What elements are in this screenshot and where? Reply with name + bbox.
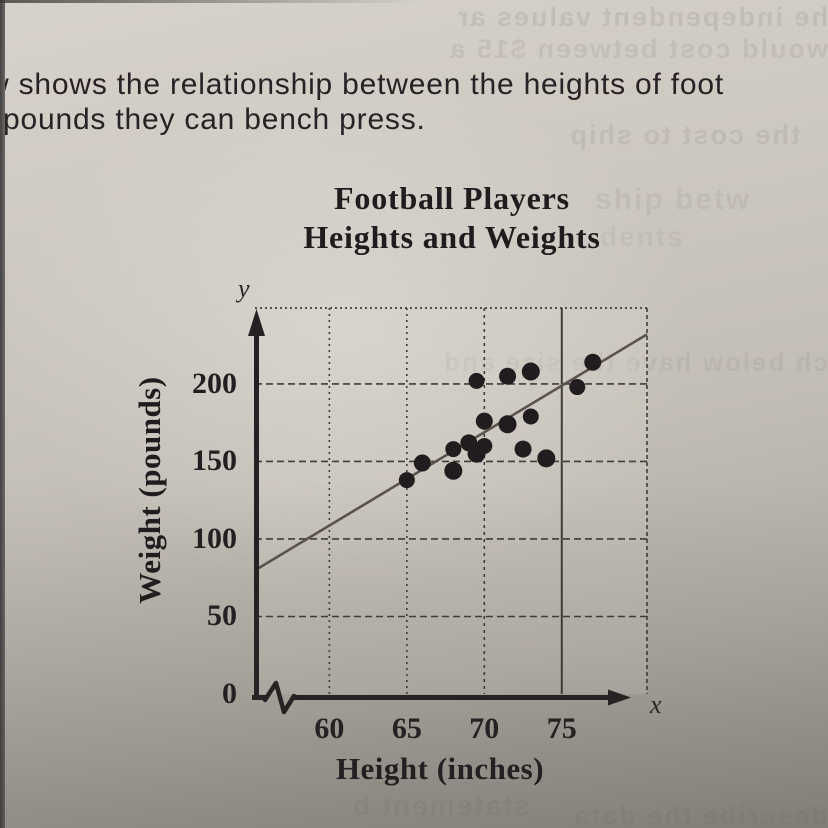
- chart-title: Football Players Heights and Weights: [252, 179, 652, 257]
- bleed-through-text: dents: [600, 221, 820, 253]
- scatter-point: [498, 415, 517, 434]
- scatter-point: [476, 437, 493, 454]
- scatter-point: [522, 408, 539, 425]
- chart-title-line2: Heights and Weights: [252, 218, 652, 257]
- scatter-point: [499, 367, 517, 385]
- scatter-point: [584, 353, 602, 371]
- x-axis-title: Height (inches): [240, 751, 640, 787]
- scatter-point: [514, 440, 532, 458]
- question-text-line1: w shows the relationship between the hei…: [0, 68, 724, 102]
- x-axis-letter: x: [650, 690, 662, 720]
- scatter-point: [475, 412, 493, 430]
- y-tick-label-100: 100: [137, 522, 237, 556]
- scatter-point: [569, 379, 586, 396]
- photo-top-edge: [0, 0, 420, 3]
- y-tick-label-150: 150: [137, 444, 237, 478]
- axis-break-mark: [262, 680, 297, 715]
- bleed-through-text: ship betw: [595, 183, 828, 217]
- x-tick-label-65: 65: [375, 712, 439, 746]
- x-tick-label-75: 75: [530, 712, 594, 746]
- x-axis-arrowhead: [608, 689, 631, 706]
- y-tick-label-50: 50: [137, 599, 237, 633]
- y-tick-label-0: 0: [137, 677, 237, 711]
- chart-title-line1: Football Players: [252, 179, 652, 218]
- scatter-point: [445, 441, 462, 458]
- scatter-point: [468, 372, 485, 389]
- x-tick-label-70: 70: [452, 712, 516, 746]
- scatter-point: [413, 454, 431, 472]
- photo-left-edge: [0, 0, 5, 828]
- scatter-point: [521, 362, 540, 381]
- y-tick-label-200: 200: [137, 367, 237, 401]
- scatter-point: [398, 472, 415, 489]
- question-text-line2: pounds they can bench press.: [3, 103, 426, 137]
- y-axis-letter: y: [238, 274, 250, 304]
- scatter-point: [444, 461, 463, 480]
- x-tick-label-60: 60: [297, 712, 361, 746]
- scatter-point: [537, 449, 556, 468]
- y-axis-arrowhead: [248, 309, 265, 336]
